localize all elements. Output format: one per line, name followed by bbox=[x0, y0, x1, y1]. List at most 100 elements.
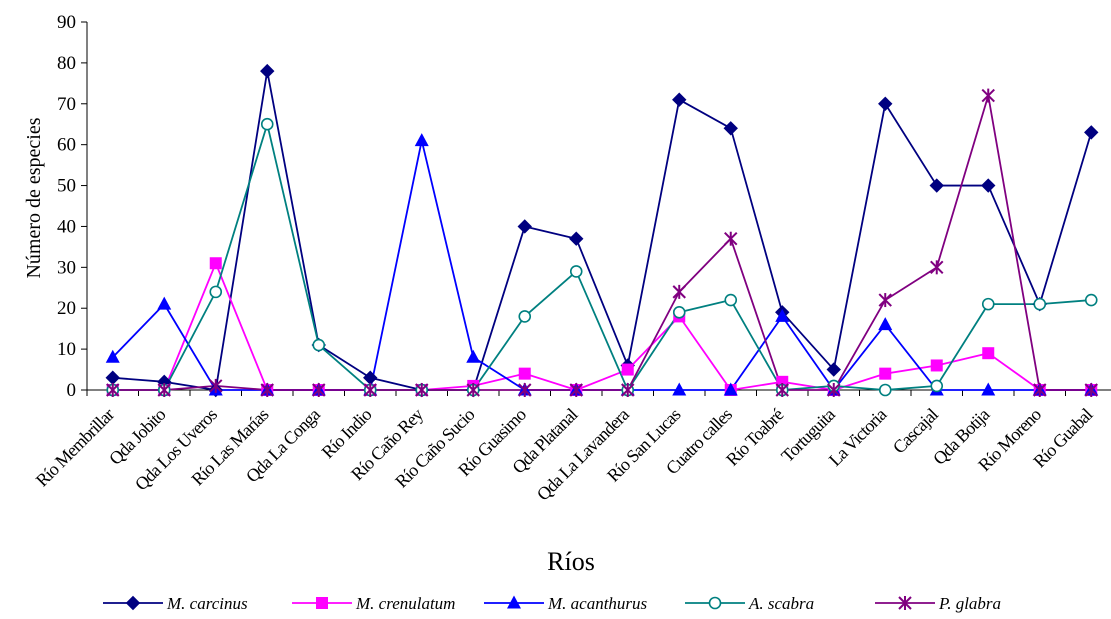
legend-item: P. glabra bbox=[875, 594, 1001, 613]
data-point-marker bbox=[930, 260, 944, 275]
data-point-marker bbox=[672, 306, 686, 319]
data-point-marker bbox=[569, 265, 583, 278]
data-point-marker bbox=[930, 379, 944, 393]
y-tick-label: 0 bbox=[67, 380, 77, 401]
data-point-marker bbox=[879, 367, 892, 380]
series-markers-group bbox=[105, 63, 1099, 398]
data-point-marker bbox=[878, 96, 893, 111]
data-point-marker bbox=[981, 297, 995, 311]
data-point-marker bbox=[878, 383, 892, 397]
data-point-marker bbox=[1033, 297, 1047, 311]
legend-item: M. carcinus bbox=[103, 594, 248, 613]
series-line bbox=[112, 123, 1092, 391]
data-point-marker bbox=[466, 383, 480, 397]
series-markers-group bbox=[106, 257, 1098, 396]
data-point-marker bbox=[672, 92, 687, 107]
data-point-marker bbox=[157, 296, 172, 310]
data-point-marker bbox=[105, 349, 120, 363]
data-point-marker bbox=[157, 383, 171, 397]
data-point-marker bbox=[466, 349, 481, 363]
data-point-marker bbox=[708, 596, 722, 610]
y-tick-label: 70 bbox=[57, 94, 76, 115]
chart-axes bbox=[86, 22, 1111, 391]
y-tick-label: 20 bbox=[57, 298, 76, 319]
data-point-marker bbox=[105, 370, 120, 385]
data-point-marker bbox=[981, 88, 995, 103]
data-point-marker bbox=[672, 284, 686, 299]
legend-label: P. glabra bbox=[938, 594, 1001, 613]
y-axis-ticks: 0 10 20 30 40 50 60 70 80 90 bbox=[57, 12, 87, 401]
y-tick-label: 80 bbox=[57, 53, 76, 74]
legend-label: M. carcinus bbox=[166, 594, 248, 613]
data-point-marker bbox=[507, 595, 521, 609]
data-point-marker bbox=[260, 117, 274, 131]
data-point-marker bbox=[724, 293, 738, 307]
data-point-marker bbox=[363, 370, 378, 385]
data-point-marker bbox=[775, 383, 789, 397]
data-point-marker bbox=[723, 382, 738, 396]
legend-item: M. acanthurus bbox=[484, 594, 648, 613]
data-point-marker bbox=[621, 383, 635, 397]
data-point-marker bbox=[1084, 125, 1099, 140]
data-point-marker bbox=[723, 121, 738, 136]
data-point-marker bbox=[125, 595, 141, 611]
data-point-marker bbox=[898, 596, 912, 610]
data-point-marker bbox=[363, 383, 377, 397]
data-point-marker bbox=[1084, 293, 1098, 307]
data-point-marker bbox=[312, 338, 326, 352]
y-tick-label: 40 bbox=[57, 216, 76, 237]
series-markers-group bbox=[106, 88, 1098, 397]
legend-label: M. acanthurus bbox=[547, 594, 648, 613]
data-point-marker bbox=[775, 308, 790, 322]
data-point-marker bbox=[981, 178, 996, 193]
data-point-marker bbox=[569, 383, 583, 397]
data-point-marker bbox=[724, 231, 738, 246]
data-point-marker bbox=[930, 359, 943, 372]
data-point-marker bbox=[209, 285, 223, 299]
series-lines bbox=[112, 70, 1093, 391]
data-point-marker bbox=[1033, 383, 1047, 397]
y-tick-label: 10 bbox=[57, 339, 76, 360]
data-point-marker bbox=[312, 383, 326, 397]
y-tick-label: 90 bbox=[57, 12, 76, 33]
data-point-marker bbox=[414, 133, 429, 147]
y-tick-label: 30 bbox=[57, 257, 76, 278]
data-point-marker bbox=[518, 383, 532, 397]
data-point-marker bbox=[209, 257, 222, 270]
y-tick-label: 60 bbox=[57, 135, 76, 156]
data-point-marker bbox=[106, 383, 120, 397]
legend-item: M. crenulatum bbox=[292, 594, 455, 613]
y-axis-title: Número de especies bbox=[23, 117, 45, 278]
data-point-marker bbox=[518, 367, 531, 380]
data-point-marker bbox=[209, 378, 223, 393]
data-point-marker bbox=[672, 382, 687, 396]
x-category-label: Río Toabré bbox=[722, 404, 788, 470]
x-axis-title: Ríos bbox=[547, 547, 595, 576]
data-point-marker bbox=[569, 231, 584, 246]
data-point-marker bbox=[518, 310, 532, 323]
data-point-marker bbox=[1084, 383, 1098, 397]
data-point-marker bbox=[260, 383, 274, 397]
series-line bbox=[112, 94, 1092, 391]
x-category-label: Qda La Lavandera bbox=[533, 404, 633, 504]
x-category-label: La Victoria bbox=[825, 404, 891, 470]
data-point-marker bbox=[981, 382, 996, 396]
legend-label: A. scabra bbox=[748, 594, 814, 613]
data-point-marker bbox=[827, 383, 841, 397]
data-point-marker bbox=[929, 178, 944, 193]
data-point-marker bbox=[878, 293, 892, 308]
chart-legend: M. carcinus M. crenulatum M. acanthurus A. … bbox=[103, 594, 1001, 613]
data-point-marker bbox=[621, 363, 634, 376]
data-point-marker bbox=[982, 347, 995, 360]
data-point-marker bbox=[517, 219, 532, 234]
series-line bbox=[112, 70, 1093, 391]
data-point-marker bbox=[878, 317, 893, 331]
data-point-marker bbox=[260, 63, 275, 79]
series-line bbox=[112, 262, 1092, 391]
data-point-marker bbox=[316, 597, 328, 609]
series-line bbox=[112, 139, 1092, 391]
x-category-label: Río Membrillar bbox=[32, 404, 118, 490]
y-tick-label: 50 bbox=[57, 176, 76, 197]
series-markers bbox=[105, 63, 1099, 398]
